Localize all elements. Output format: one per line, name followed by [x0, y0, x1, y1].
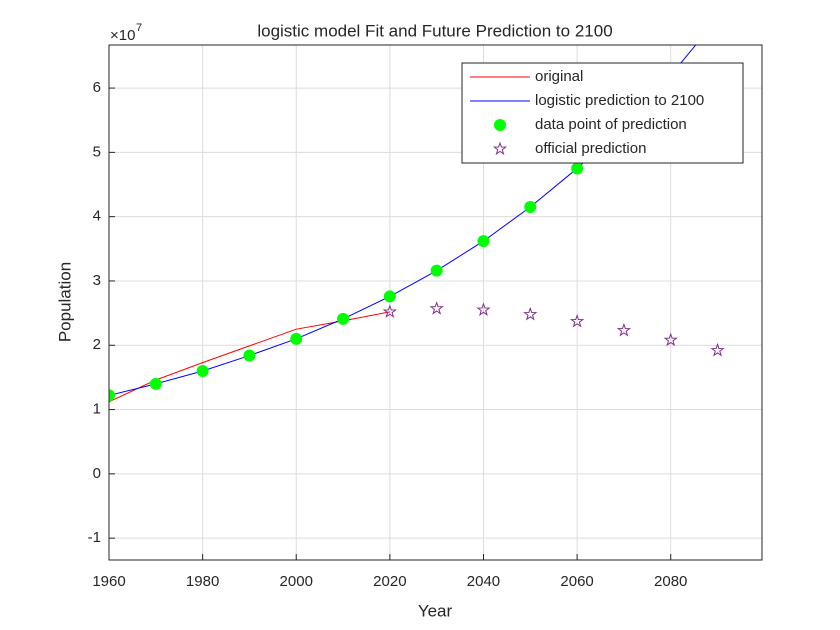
ticks: 1960 1980 2000 2020 2040 2060 2080 -1 0 1 2 3 4 5 6 — [88, 79, 688, 590]
chart-title: logistic model Fit and Future Prediction… — [257, 21, 612, 40]
data-point — [524, 201, 537, 214]
y-tick-label: 1 — [93, 401, 101, 418]
star-point — [663, 332, 678, 347]
legend-label: official prediction — [535, 140, 646, 157]
data-point — [571, 162, 584, 175]
y-tick-label: -1 — [88, 529, 101, 546]
y-tick-label: 0 — [93, 465, 101, 482]
x-axis-label: Year — [418, 601, 453, 620]
y-tick-label: 5 — [93, 143, 101, 160]
data-point — [243, 349, 256, 362]
y-tick-label: 3 — [93, 272, 101, 289]
data-point — [430, 264, 443, 277]
star-point — [523, 306, 538, 321]
data-point — [337, 312, 350, 325]
data-point — [196, 364, 209, 377]
data-point — [109, 389, 115, 402]
x-tick-label: 2040 — [467, 573, 500, 590]
data-point — [477, 235, 490, 248]
star-point — [476, 302, 491, 316]
legend-marker — [494, 119, 506, 131]
y-tick-label: 2 — [93, 336, 101, 353]
y-tick-label: 6 — [93, 79, 101, 96]
legend-marker — [492, 141, 508, 156]
legend-label: data point of prediction — [535, 116, 687, 133]
x-tick-label: 2020 — [373, 573, 406, 590]
star-point — [429, 301, 444, 315]
star-point — [616, 322, 632, 337]
x-tick-label: 2000 — [280, 573, 313, 590]
x-tick-label: 1960 — [92, 573, 125, 590]
y-tick-label: 4 — [93, 208, 101, 225]
star-point — [710, 342, 725, 357]
x-tick-label: 2080 — [654, 573, 687, 590]
y-axis-label: Population — [55, 262, 74, 342]
data-point — [149, 377, 162, 390]
y-exponent-power: 7 — [136, 22, 142, 34]
data-point — [383, 290, 396, 303]
star-point — [569, 313, 585, 328]
legend-box — [461, 62, 744, 164]
star-point — [382, 304, 398, 318]
y-exponent-base: ×10 — [110, 27, 135, 44]
x-tick-label: 1980 — [186, 573, 219, 590]
legend: original logistic prediction to 2100 data … — [461, 62, 744, 164]
legend-label: original — [535, 68, 583, 85]
legend-label: logistic prediction to 2100 — [535, 92, 704, 109]
x-tick-label: 2060 — [560, 573, 593, 590]
axes-box — [108, 44, 763, 561]
data-point — [290, 332, 303, 345]
